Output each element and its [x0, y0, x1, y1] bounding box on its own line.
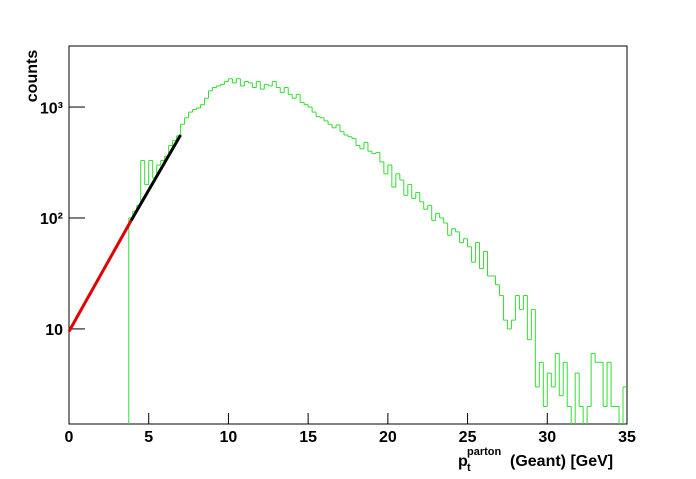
y-tick-label: 10	[45, 322, 63, 339]
x-tick-label: 30	[538, 429, 556, 446]
fit-line	[129, 134, 182, 222]
fit-line	[67, 219, 133, 333]
x-axis-label: p	[458, 453, 468, 470]
plot-frame	[68, 45, 628, 425]
x-tick-label: 20	[379, 429, 397, 446]
x-tick-label: 5	[144, 429, 153, 446]
x-tick-label: 10	[220, 429, 238, 446]
y-axis-label: counts	[24, 50, 41, 103]
x-tick-label: 25	[459, 429, 477, 446]
y-tick-label: 10³	[40, 100, 63, 117]
x-axis-label-sub: t	[467, 462, 471, 474]
x-tick-label: 35	[618, 429, 636, 446]
x-axis-label-sup: parton	[467, 446, 502, 458]
x-tick-label: 0	[65, 429, 74, 446]
x-axis-label-rest: (Geant) [GeV]	[510, 453, 613, 470]
x-tick-label: 15	[299, 429, 317, 446]
y-tick-label: 10²	[40, 211, 63, 228]
